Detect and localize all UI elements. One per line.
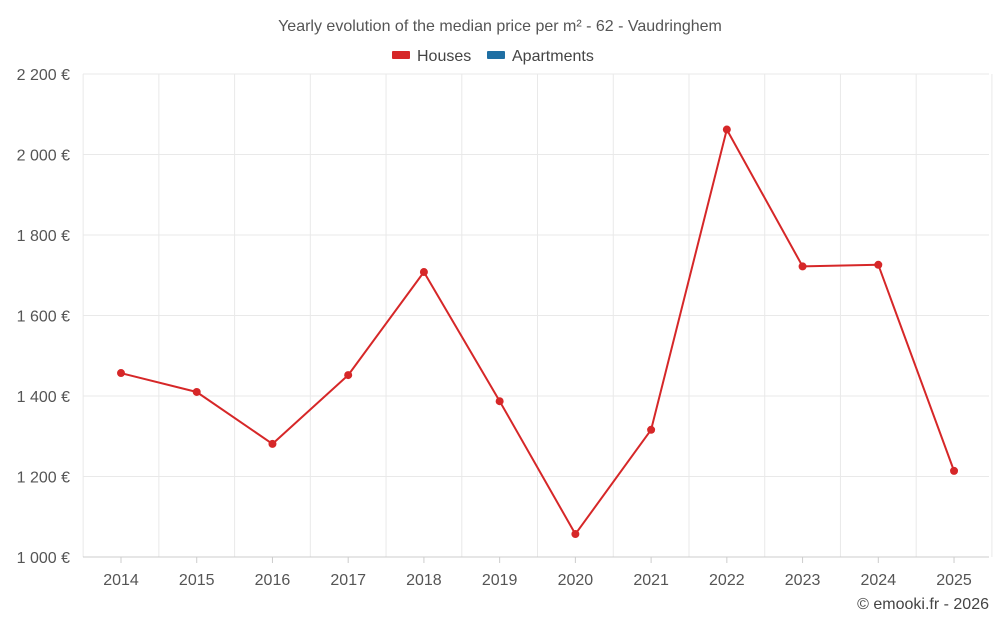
- data-point-houses-2025[interactable]: [950, 466, 959, 475]
- x-tick-label: 2020: [558, 572, 594, 589]
- data-point-houses-2018[interactable]: [419, 268, 428, 277]
- grid: [82, 73, 993, 558]
- y-tick-label: 1 000 €: [17, 550, 70, 567]
- x-tick-label: 2021: [633, 572, 669, 589]
- x-tick-label: 2017: [330, 572, 366, 589]
- data-point-houses-2023[interactable]: [798, 262, 807, 271]
- y-tick-label: 1 800 €: [17, 228, 70, 245]
- data-point-houses-2021[interactable]: [647, 425, 656, 434]
- data-point-houses-2017[interactable]: [344, 371, 353, 380]
- x-tick-label: 2015: [179, 572, 215, 589]
- x-tick-label: 2022: [709, 572, 745, 589]
- legend-swatch-houses[interactable]: [392, 51, 410, 59]
- x-tick-label: 2024: [861, 572, 897, 589]
- x-tick-label: 2014: [103, 572, 139, 589]
- y-tick-label: 1 400 €: [17, 389, 70, 406]
- x-tick-label: 2019: [482, 572, 518, 589]
- legend: Houses Apartments: [392, 48, 594, 65]
- x-tick-label: 2023: [785, 572, 821, 589]
- data-point-houses-2014[interactable]: [117, 369, 125, 378]
- data-point-houses-2019[interactable]: [495, 397, 504, 406]
- legend-swatch-apartments[interactable]: [487, 51, 505, 59]
- axes: 1 000 € 1 200 € 1 400 € 1 600 € 1 800 € 2 000…: [17, 67, 989, 589]
- y-tick-label: 2 200 €: [17, 67, 70, 84]
- y-tick-label: 1 200 €: [17, 470, 70, 487]
- legend-label-apartments[interactable]: Apartments: [512, 48, 594, 65]
- legend-label-houses[interactable]: Houses: [417, 48, 471, 65]
- credit-text: © emooki.fr - 2026: [857, 596, 989, 613]
- data-point-houses-2022[interactable]: [722, 125, 731, 134]
- series-line-houses: [120, 128, 955, 536]
- data-point-houses-2015[interactable]: [192, 387, 201, 396]
- data-point-houses-2024[interactable]: [874, 260, 883, 269]
- series: [117, 125, 959, 539]
- y-tick-label: 2 000 €: [17, 148, 70, 165]
- x-tick-label: 2016: [255, 572, 291, 589]
- x-tick-label: 2018: [406, 572, 442, 589]
- chart-title: Yearly evolution of the median price per…: [278, 18, 722, 35]
- x-tick-label: 2025: [936, 572, 972, 589]
- data-point-houses-2020[interactable]: [571, 530, 580, 539]
- y-tick-label: 1 600 €: [17, 309, 70, 326]
- data-point-houses-2016[interactable]: [268, 439, 277, 448]
